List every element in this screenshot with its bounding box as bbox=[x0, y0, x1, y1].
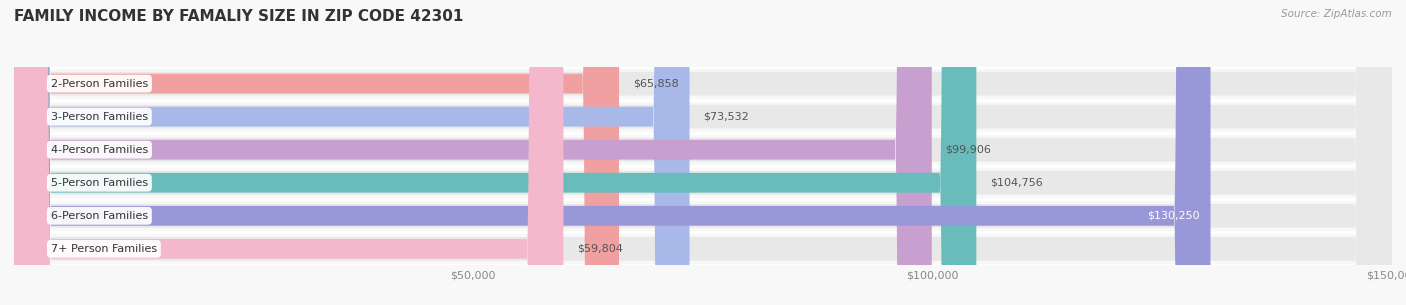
Text: 4-Person Families: 4-Person Families bbox=[51, 145, 148, 155]
Text: 6-Person Families: 6-Person Families bbox=[51, 211, 148, 221]
FancyBboxPatch shape bbox=[14, 0, 619, 305]
Text: $59,804: $59,804 bbox=[578, 244, 623, 254]
FancyBboxPatch shape bbox=[14, 0, 1392, 305]
FancyBboxPatch shape bbox=[14, 0, 1211, 305]
FancyBboxPatch shape bbox=[14, 0, 564, 305]
Text: 3-Person Families: 3-Person Families bbox=[51, 112, 148, 122]
Text: $99,906: $99,906 bbox=[946, 145, 991, 155]
FancyBboxPatch shape bbox=[14, 0, 1392, 305]
FancyBboxPatch shape bbox=[14, 0, 1392, 305]
Text: 2-Person Families: 2-Person Families bbox=[51, 79, 148, 89]
FancyBboxPatch shape bbox=[14, 0, 976, 305]
FancyBboxPatch shape bbox=[14, 0, 1392, 305]
FancyBboxPatch shape bbox=[14, 0, 689, 305]
FancyBboxPatch shape bbox=[14, 0, 1392, 305]
FancyBboxPatch shape bbox=[14, 0, 932, 305]
Text: $104,756: $104,756 bbox=[990, 178, 1043, 188]
Text: Source: ZipAtlas.com: Source: ZipAtlas.com bbox=[1281, 9, 1392, 19]
Text: $73,532: $73,532 bbox=[703, 112, 749, 122]
Text: $65,858: $65,858 bbox=[633, 79, 679, 89]
Text: $130,250: $130,250 bbox=[1147, 211, 1199, 221]
Text: 7+ Person Families: 7+ Person Families bbox=[51, 244, 157, 254]
Text: 5-Person Families: 5-Person Families bbox=[51, 178, 148, 188]
Text: FAMILY INCOME BY FAMALIY SIZE IN ZIP CODE 42301: FAMILY INCOME BY FAMALIY SIZE IN ZIP COD… bbox=[14, 9, 464, 24]
FancyBboxPatch shape bbox=[14, 0, 1392, 305]
